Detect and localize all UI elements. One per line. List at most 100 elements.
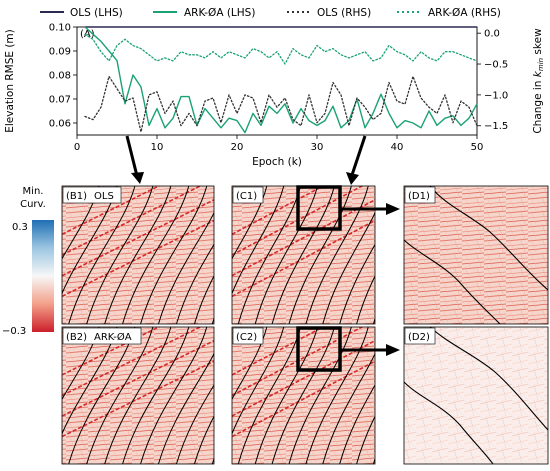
ridge-streak: [62, 339, 214, 417]
panel-frame-b1: [61, 185, 215, 325]
connector-arrows: [125, 135, 367, 185]
series-line-2: [84, 26, 478, 134]
ridge-streak: [232, 219, 375, 298]
y-left-tick-label: 0.07: [49, 95, 71, 106]
panel-label-d2: (D2): [408, 332, 430, 343]
colorbar-title-line1: Min.: [23, 186, 44, 197]
elevation-contour: [322, 211, 375, 324]
ridge-streak: [232, 199, 375, 277]
colorbar: Min. Curv. 0.3 −0.3: [2, 186, 54, 337]
ridge-streak: [62, 199, 214, 277]
colorbar-gradient: [32, 220, 54, 332]
contours-b1: [62, 186, 214, 324]
y-left-tick-label: 0.08: [49, 71, 71, 82]
y-axis-right-label-sub: min: [537, 58, 545, 71]
zoom-arrowhead-d1: [386, 203, 400, 215]
panel-b1: (B1) OLS: [61, 185, 215, 325]
elevation-contour: [194, 274, 214, 324]
curvature-map-d1: [404, 186, 548, 324]
elevation-contour: [356, 415, 375, 464]
panel-c1: (C1): [231, 185, 376, 325]
contour-d1-2: [404, 239, 501, 324]
colorbar-title-line2: Curv.: [20, 199, 46, 210]
panel-label-c1: (C1): [236, 191, 257, 202]
zoom-arrows: [341, 203, 400, 356]
arrow-epoch37-to-c: [350, 135, 367, 176]
y-axis-right-label-text: Change in: [532, 77, 544, 133]
x-tick-label: 50: [471, 142, 484, 153]
y-axis-right-label: Change in kmin skew: [532, 28, 545, 134]
curvature-map-c1: [232, 186, 375, 324]
elevation-contour: [356, 274, 375, 324]
series-layer: [84, 26, 478, 134]
panel-frame-d2: [403, 326, 549, 465]
panel-d1: (D1): [403, 185, 549, 325]
ridge-streak: [232, 360, 375, 438]
elevation-contour: [68, 186, 136, 324]
contour-d2-1: [429, 327, 548, 431]
panel-label-d1: (D1): [408, 191, 430, 202]
curvature-map-b1: [62, 186, 214, 324]
contour-d2-2: [404, 381, 494, 464]
elevation-contour: [158, 352, 214, 464]
colorbar-max-label: 0.3: [12, 222, 28, 233]
elevation-contour: [339, 384, 375, 464]
elevation-contour: [339, 243, 375, 324]
zoom-box-c1: [296, 185, 342, 231]
panel-label-box-d2: [404, 327, 436, 345]
panel-label-box-d1: [404, 186, 436, 204]
arrowhead-b: [131, 172, 144, 184]
ridge-streak: [232, 186, 364, 256]
panel-label-box-c1: [232, 186, 264, 204]
elevation-contour: [140, 186, 208, 324]
series-line-3: [84, 75, 478, 133]
y-axis-right-label-skew: skew: [532, 28, 544, 58]
elevation-contour: [86, 327, 154, 464]
legend-label-ark-lhs: ARK-ØA (LHS): [184, 7, 255, 19]
panel-c2: (C2): [231, 326, 376, 465]
elevation-contour: [271, 327, 335, 464]
panel-label-box-b2: [62, 327, 142, 345]
ridge-streak: [62, 186, 202, 256]
x-tick-label: 0: [74, 142, 80, 153]
panel-title-b1: OLS: [94, 191, 114, 202]
elevation-contour: [104, 327, 172, 464]
y-axis-right-label-k: k: [532, 70, 544, 77]
elevation-contour: [288, 186, 352, 324]
ridge-streak: [62, 360, 214, 438]
arrowhead-c: [346, 172, 359, 185]
y-left-tick-label: 0.09: [49, 47, 71, 58]
line-chart-panel: (A) 0 10 20 30 40 50 0.06 0.07 0.08 0.09 0.10 −1.…: [4, 23, 545, 169]
curvature-map-c2: [232, 327, 375, 464]
curvature-map-d2: [404, 327, 548, 464]
elevation-contour: [254, 327, 318, 464]
x-tick-label: 30: [311, 142, 324, 153]
contours-d1: [404, 186, 548, 324]
elevation-contour: [176, 243, 214, 324]
y-left-tick-label: 0.10: [49, 23, 71, 34]
zoom-arrowhead-d2: [386, 344, 400, 356]
arrow-epoch10-to-b: [125, 135, 139, 177]
legend-label-ols-lhs: OLS (LHS): [70, 7, 123, 19]
elevation-contour: [232, 186, 285, 295]
elevation-contour: [122, 186, 190, 324]
elevation-contour: [232, 327, 285, 436]
zoom-box-c2: [296, 326, 342, 372]
contours-d2: [404, 327, 548, 464]
panel-label-b2: (B2): [66, 332, 87, 343]
y-right-tick-label: 0.0: [484, 29, 500, 40]
x-tick-label: 20: [231, 142, 244, 153]
panel-label-c2: (C2): [236, 332, 257, 343]
elevation-contour: [322, 352, 375, 464]
ridge-streak: [232, 327, 325, 376]
panel-label-box-c2: [232, 327, 264, 345]
y-axis-left-label: Elevation RMSE (m): [4, 29, 16, 133]
ridge-streak: [62, 219, 214, 298]
panel-label-box-b1: [62, 186, 122, 204]
ridge-streak: [232, 339, 375, 417]
ridge-streak: [62, 327, 202, 397]
y-right-tick-label: −1.5: [484, 121, 508, 132]
contour-d1-1: [429, 186, 548, 291]
y-axis-left: 0.06 0.07 0.08 0.09 0.10: [49, 23, 77, 130]
